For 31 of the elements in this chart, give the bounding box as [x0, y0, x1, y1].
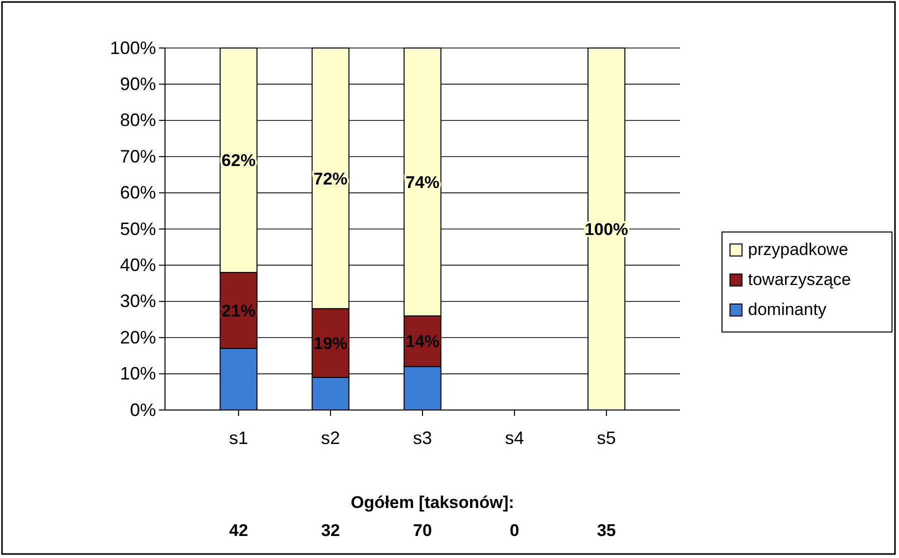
data-label: 19% [314, 334, 348, 353]
y-tick-label: 0% [130, 400, 156, 420]
y-tick-label: 10% [120, 364, 156, 384]
data-label: 14% [405, 332, 440, 352]
y-tick-label: 50% [120, 218, 156, 239]
text: 35 [596, 521, 616, 540]
text: 70 [413, 521, 432, 540]
y-tick-label: 20% [120, 327, 156, 348]
y-tick-label: 40% [120, 254, 156, 275]
data-label: 72% [314, 169, 348, 188]
y-tick-label: 30% [120, 291, 156, 312]
x-tick-label: s4 [504, 428, 524, 448]
legend-label: przypadkowe [748, 240, 848, 259]
data-label: 62% [222, 151, 256, 170]
y-tick-label: 90% [120, 74, 156, 94]
x-tick-label: s2 [321, 428, 340, 448]
text: 0 [510, 521, 520, 540]
legend-label: dominanty [748, 300, 827, 319]
x-tick-label: s1 [229, 428, 248, 448]
text: 42 [229, 521, 248, 540]
y-tick-label: 60% [120, 182, 156, 203]
y-tick-label: 100% [110, 38, 156, 58]
x-tick-label: s5 [596, 428, 616, 448]
text: 32 [321, 521, 340, 540]
y-tick-label: 80% [120, 110, 156, 130]
data-label: 21% [222, 301, 256, 320]
data-label: 74% [405, 172, 440, 192]
x-tick-label: s3 [412, 428, 432, 448]
legend-label: towarzyszące [748, 270, 851, 289]
text: Ogółem [taksonów]: [350, 493, 514, 512]
y-tick-label: 70% [120, 146, 156, 166]
